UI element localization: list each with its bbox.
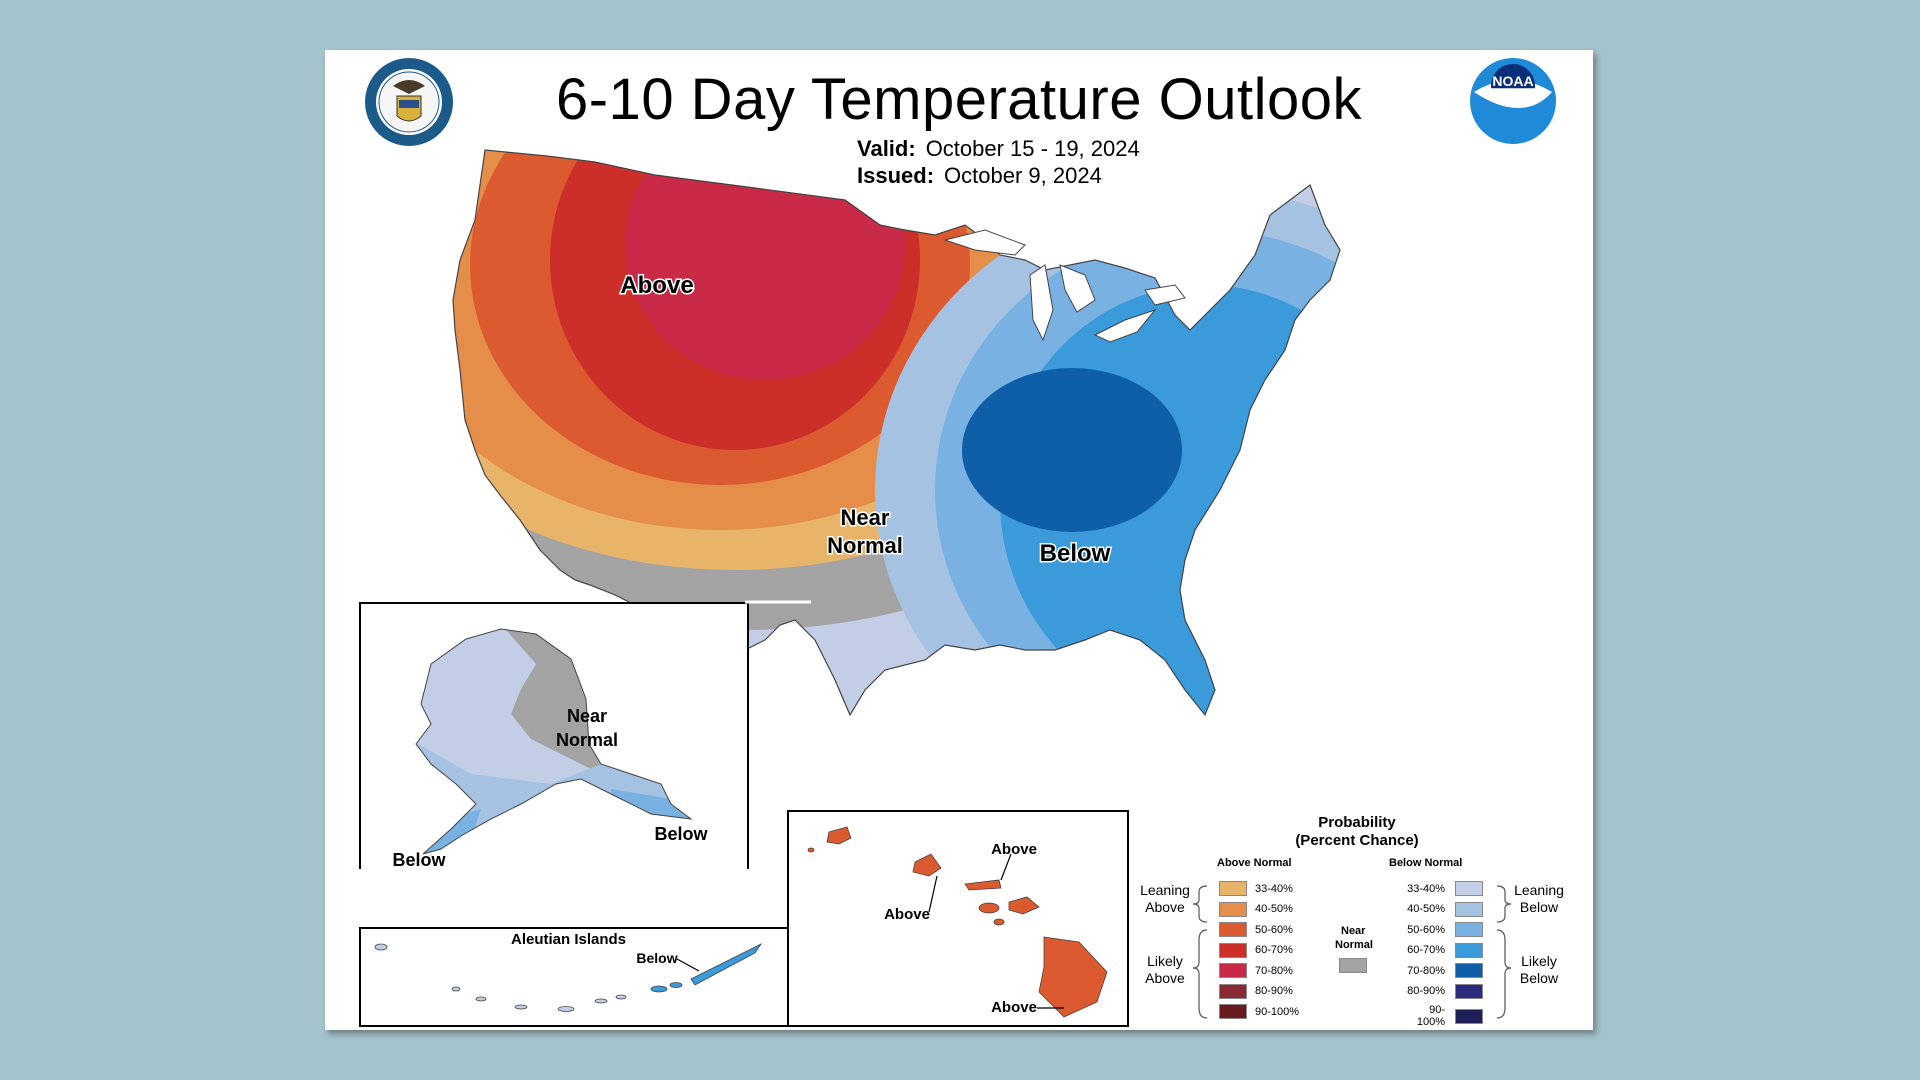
alaska-label-near: Near <box>567 706 607 726</box>
probability-legend: Probability (Percent Chance) Above Norma… <box>1137 812 1577 1028</box>
label-near: Near <box>841 505 890 530</box>
issued-label: Issued: <box>857 163 935 188</box>
legend-below-swatch <box>1455 942 1483 958</box>
hawaii-label-above-1: Above <box>991 841 1037 858</box>
alaska-label-below-east: Below <box>654 824 708 844</box>
legend-above-range-label: 33-40% <box>1255 882 1293 895</box>
aleutian-label-below: Below <box>636 950 677 966</box>
aleutian-title: Aleutian Islands <box>511 931 627 948</box>
legend-likely-below: Likely Below <box>1507 953 1571 987</box>
hawaii-inset: Above Above Above <box>787 810 1129 1027</box>
legend-above-row: 40-50% <box>1219 901 1293 917</box>
legend-below-swatch <box>1455 881 1483 896</box>
leaning-below-1: Leaning <box>1514 882 1564 898</box>
legend-above-swatch <box>1219 901 1247 917</box>
hawaii-label-above-2: Above <box>884 906 930 923</box>
legend-below-range-label: 90-100% <box>1416 1004 1445 1028</box>
legend-near-label-1: Near <box>1341 925 1366 937</box>
legend-above-row: 80-90% <box>1219 983 1293 999</box>
leaning-above-1: Leaning <box>1140 882 1190 898</box>
legend-below-row: 50-60% <box>1401 922 1483 937</box>
label-normal: Normal <box>827 533 903 558</box>
legend-above-swatch <box>1219 942 1247 958</box>
legend-title-1: Probability <box>1318 814 1396 831</box>
legend-braces <box>1192 885 1512 1019</box>
commerce-seal-icon <box>365 58 453 146</box>
aleutian-inset: Aleutian Islands Below <box>359 927 791 1027</box>
legend-likely-above: Likely Above <box>1137 953 1193 987</box>
inset-frame-lines <box>745 600 811 604</box>
alaska-map: Near Normal Below Below <box>392 628 708 870</box>
legend-above-range-label: 50-60% <box>1255 923 1293 936</box>
legend-below-swatch <box>1455 922 1483 937</box>
issued-value: October 9, 2024 <box>944 163 1102 188</box>
alaska-label-below-west: Below <box>392 850 446 869</box>
legend-below-swatch <box>1455 963 1483 978</box>
legend-leaning-above: Leaning Above <box>1137 882 1193 916</box>
likely-above-2: Above <box>1145 970 1185 986</box>
noaa-logo-text: NOAA <box>1492 73 1533 89</box>
legend-below-range-label: 33-40% <box>1407 882 1445 895</box>
legend-above-swatch <box>1219 963 1247 978</box>
legend-below-swatch <box>1455 1008 1483 1024</box>
legend-below-swatch <box>1455 983 1483 999</box>
legend-below-range-label: 80-90% <box>1407 985 1445 997</box>
legend-leaning-below: Leaning Below <box>1507 882 1571 916</box>
legend-above-swatch <box>1219 922 1247 937</box>
legend-below-row: 90-100% <box>1401 1004 1483 1028</box>
legend-above-row: 50-60% <box>1219 922 1293 937</box>
leaning-above-2: Above <box>1145 899 1185 915</box>
legend-near-label-2: Normal <box>1335 939 1373 951</box>
legend-above-range-label: 80-90% <box>1255 985 1293 997</box>
legend-below-row: 60-70% <box>1401 942 1483 958</box>
hawaii-label-above-3: Above <box>991 999 1037 1016</box>
legend-below-row: 40-50% <box>1401 901 1483 917</box>
page-title: 6-10 Day Temperature Outlook <box>555 67 1362 132</box>
conus-map: Above Near Normal Below <box>452 149 1341 717</box>
label-above: Above <box>620 272 693 299</box>
legend-above-swatch <box>1219 881 1247 896</box>
legend-below-range-label: 70-80% <box>1407 964 1445 977</box>
legend-above-range-label: 40-50% <box>1255 903 1293 915</box>
legend-below-row: 80-90% <box>1401 983 1483 999</box>
legend-below-row: 33-40% <box>1401 881 1483 896</box>
legend-below-swatch <box>1455 901 1483 917</box>
legend-below-range-label: 50-60% <box>1407 923 1445 936</box>
leaning-below-2: Below <box>1519 899 1559 915</box>
likely-below-2: Below <box>1519 970 1559 986</box>
legend-above-row: 60-70% <box>1219 942 1293 958</box>
legend-below-row: 70-80% <box>1401 963 1483 978</box>
valid-label: Valid: <box>857 136 916 161</box>
valid-value: October 15 - 19, 2024 <box>925 136 1140 161</box>
legend-above-swatch <box>1219 983 1247 999</box>
issued-date: Issued: October 9, 2024 <box>857 163 1102 189</box>
legend-above-range-label: 60-70% <box>1255 944 1293 956</box>
legend-below-header: Below Normal <box>1389 857 1463 869</box>
legend-above-range-label: 70-80% <box>1255 964 1293 977</box>
legend-above-header: Above Normal <box>1217 857 1292 869</box>
legend-above-range-label: 90-100% <box>1255 1005 1300 1018</box>
legend-near-swatch <box>1339 958 1367 973</box>
noaa-logo-icon: NOAA <box>1470 58 1556 144</box>
great-lakes <box>943 229 1186 343</box>
outlook-map-card: Above Near Normal Below 6-10 Day Tempera… <box>325 50 1593 1030</box>
likely-above-1: Likely <box>1147 953 1183 969</box>
alaska-inset: Near Normal Below Below <box>359 602 749 870</box>
legend-above-swatch <box>1219 1004 1247 1019</box>
alaska-label-normal: Normal <box>556 730 618 750</box>
valid-dates: Valid: October 15 - 19, 2024 <box>857 136 1140 162</box>
hawaii-map: Above Above Above <box>807 826 1108 1018</box>
legend-above-row: 33-40% <box>1219 881 1293 896</box>
legend-above-row: 70-80% <box>1219 963 1293 978</box>
conus-outline <box>452 149 1341 717</box>
legend-above-row: 90-100% <box>1219 1004 1299 1019</box>
aleutian-map: Below <box>374 942 763 1012</box>
legend-below-range-label: 40-50% <box>1407 903 1445 915</box>
legend-title-2: (Percent Chance) <box>1295 832 1419 849</box>
likely-below-1: Likely <box>1521 953 1557 969</box>
label-below: Below <box>1040 540 1111 567</box>
legend-below-range-label: 60-70% <box>1407 944 1445 956</box>
